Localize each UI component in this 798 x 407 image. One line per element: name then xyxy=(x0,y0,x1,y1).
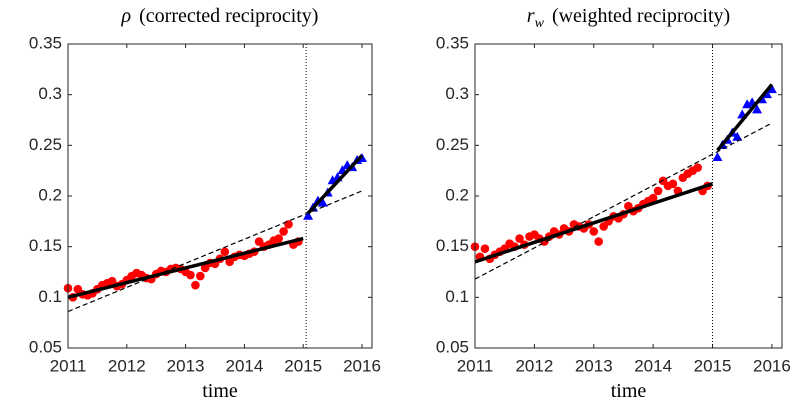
point xyxy=(766,84,777,94)
y-tick-label: 0.05 xyxy=(436,337,469,356)
x-tick-label: 2015 xyxy=(284,356,322,375)
point xyxy=(693,163,702,172)
point xyxy=(752,104,763,114)
y-tick-label: 0.35 xyxy=(29,33,62,52)
x-tick-label: 2013 xyxy=(167,356,205,375)
point xyxy=(279,227,288,236)
point xyxy=(712,151,723,161)
point xyxy=(668,179,678,189)
panel: rw (weighted reciprocity) time 2011 2012 2013… xyxy=(436,5,791,402)
y-tick-label: 0.15 xyxy=(29,236,62,255)
y-tick-label: 0.1 xyxy=(445,287,469,306)
y-tick-label: 0.25 xyxy=(436,135,469,154)
panel: ρ (corrected reciprocity) time 2011 2012 2013… xyxy=(29,5,381,402)
point xyxy=(732,131,743,141)
y-tick-label: 0.3 xyxy=(38,84,62,103)
fit-line xyxy=(716,83,774,152)
y-tick-label: 0.05 xyxy=(29,337,62,356)
trend-line xyxy=(67,190,363,313)
y-tick-label: 0.25 xyxy=(29,135,62,154)
x-axis-label: time xyxy=(611,380,647,402)
x-tick-label: 2011 xyxy=(50,356,87,375)
y-tick-label: 0.2 xyxy=(38,185,62,204)
point xyxy=(515,234,524,243)
title-subscript: w xyxy=(535,16,545,31)
point xyxy=(284,220,293,229)
y-tick-label: 0.2 xyxy=(445,185,469,204)
y-tick-label: 0.15 xyxy=(436,236,469,255)
x-tick-label: 2014 xyxy=(634,356,672,375)
y-tick-label: 0.3 xyxy=(445,84,469,103)
fit-line xyxy=(474,182,714,264)
panel-title: rw (weighted reciprocity) xyxy=(527,5,730,31)
point xyxy=(220,247,230,257)
point xyxy=(191,280,200,290)
point xyxy=(653,186,663,196)
axes-box xyxy=(67,43,373,349)
point xyxy=(594,237,603,246)
fit-line xyxy=(306,154,364,215)
y-tick-label: 0.35 xyxy=(436,33,469,52)
point xyxy=(303,210,314,220)
x-axis-label: time xyxy=(202,380,238,402)
point xyxy=(317,197,328,207)
fit-line xyxy=(67,236,304,300)
point xyxy=(480,244,490,253)
title-text: (weighted reciprocity) xyxy=(552,5,730,27)
panel-title: ρ (corrected reciprocity) xyxy=(121,5,319,27)
point xyxy=(186,270,195,280)
plot-area xyxy=(475,44,782,348)
plot-area xyxy=(68,44,372,348)
axes-box xyxy=(474,43,783,349)
x-tick-label: 2012 xyxy=(515,356,553,375)
x-tick-label: 2012 xyxy=(108,356,146,375)
y-tick-label: 0.1 xyxy=(38,287,62,306)
title-symbol: ρ xyxy=(121,5,132,27)
point xyxy=(274,234,283,243)
point xyxy=(196,271,205,281)
x-tick-label: 2011 xyxy=(457,356,494,375)
x-tick-label: 2016 xyxy=(753,356,791,375)
x-tick-label: 2013 xyxy=(575,356,613,375)
point xyxy=(648,193,658,203)
point xyxy=(589,227,599,236)
x-tick-label: 2014 xyxy=(225,356,263,375)
x-tick-label: 2015 xyxy=(694,356,732,375)
x-tick-label: 2016 xyxy=(343,356,381,375)
title-text: (corrected reciprocity) xyxy=(139,5,318,27)
title-symbol: r xyxy=(527,5,535,27)
